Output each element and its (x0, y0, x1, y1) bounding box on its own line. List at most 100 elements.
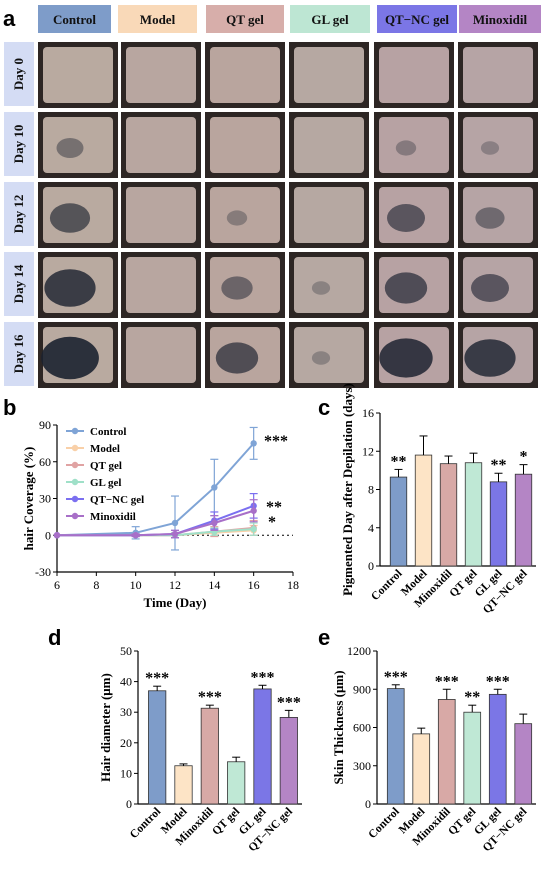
group-header-box (38, 5, 111, 33)
significance-mark: *** (264, 433, 288, 450)
y-tick-label: 10 (120, 766, 132, 780)
x-tick-label: Control (369, 568, 404, 603)
hair-regrowth-patch (379, 338, 433, 378)
day-label-box (4, 252, 34, 316)
group-header-label: Minoxidil (473, 12, 528, 27)
bar (389, 476, 408, 567)
group-header-label: Model (140, 12, 176, 27)
x-tick-label: QT gel (448, 568, 480, 600)
skin-area (126, 47, 196, 103)
skin-area (43, 47, 113, 103)
significance-mark: *** (251, 669, 275, 686)
hair-regrowth-patch (44, 269, 96, 307)
series-line (56, 442, 255, 537)
bar (488, 693, 507, 805)
skin-area (126, 117, 196, 173)
legend-marker (71, 427, 79, 435)
skin-area (126, 327, 196, 383)
day-label-box (4, 112, 34, 176)
significance-mark: ** (491, 457, 507, 474)
group-header-label: Control (53, 12, 96, 27)
significance-mark: ** (266, 499, 282, 516)
panel-label-d: d (48, 625, 61, 650)
bar (174, 765, 193, 805)
y-tick-label: 8 (368, 483, 374, 497)
hair-regrowth-patch (475, 207, 505, 229)
x-tick-label: 10 (130, 578, 142, 592)
legend-marker (71, 444, 79, 452)
y-tick-label: 12 (362, 444, 374, 458)
data-point (171, 519, 179, 527)
y-tick-label: 600 (353, 721, 371, 735)
bar (253, 688, 272, 805)
skin-area (294, 327, 364, 383)
skin-area (463, 187, 533, 243)
y-tick-label: 900 (353, 682, 371, 696)
significance-mark: * (268, 514, 276, 531)
bar (386, 688, 405, 805)
bar (412, 733, 431, 805)
data-point (250, 525, 257, 533)
legend-label: Model (90, 443, 120, 455)
legend-label: GL gel (90, 477, 121, 489)
y-axis-title: Hair diameter (μm) (98, 673, 113, 782)
hair-regrowth-patch (311, 281, 331, 295)
day-label: Day 10 (11, 125, 26, 164)
bar (514, 473, 533, 567)
skin-area (210, 187, 280, 243)
y-tick-label: -30 (35, 565, 51, 579)
x-tick-label: QT gel (446, 806, 478, 838)
y-tick-label: 0 (45, 528, 51, 542)
bar (489, 481, 508, 567)
x-tick-label: 8 (93, 578, 99, 592)
group-header-box (206, 5, 284, 33)
significance-mark: *** (435, 673, 459, 690)
day-label-box (4, 182, 34, 246)
group-header-label: QT−NC gel (385, 12, 449, 27)
panel-b: b -30 0 30 60 90 6 8 10 12 14 16 18 Time (Day) hair C… (3, 395, 299, 610)
y-axis-title: Pigmented Day after Depilation (days) (340, 383, 355, 596)
x-tick-label: 12 (169, 578, 181, 592)
skin-area (294, 257, 364, 313)
skin-area (294, 187, 364, 243)
skin-area (210, 47, 280, 103)
skin-area (294, 117, 364, 173)
skin-area (379, 117, 449, 173)
y-axis-title: hair Coverage (%) (21, 447, 36, 551)
y-tick-label: 4 (368, 521, 374, 535)
bar-chart-hair-diameter: 01020304050***ControlModel***MinoxidilQT… (98, 644, 302, 854)
photo-grid (38, 42, 538, 388)
panel-label-a: a (3, 6, 16, 31)
x-tick-label: Control (366, 806, 401, 841)
day-labels: Day 0 Day 10 Day 12 Day 14 Day 16 (4, 42, 34, 386)
y-tick-label: 30 (120, 705, 132, 719)
bar (227, 761, 246, 805)
panel-label-b: b (3, 395, 16, 420)
significance-mark: *** (384, 669, 408, 686)
hair-regrowth-patch (480, 141, 500, 155)
legend-marker (71, 461, 79, 469)
group-header-label: QT gel (226, 12, 264, 27)
significance-mark: * (520, 449, 528, 466)
significance-mark: *** (277, 694, 301, 711)
hair-regrowth-patch (226, 210, 248, 226)
y-tick-label: 60 (39, 455, 51, 469)
bar (514, 723, 533, 805)
data-point (250, 440, 257, 447)
day-label-box (4, 42, 34, 106)
hair-regrowth-patch (311, 351, 331, 365)
group-header-label: GL gel (311, 12, 349, 27)
group-headers: Control Model QT gel GL gel QT−NC gel Minoxid… (38, 5, 541, 33)
skin-area (210, 257, 280, 313)
skin-area (463, 47, 533, 103)
data-point (211, 519, 218, 527)
legend-label: Control (90, 426, 126, 438)
group-header-box (459, 5, 541, 33)
day-label-box (4, 322, 34, 386)
bar (437, 699, 456, 805)
bar (148, 690, 167, 805)
bar (463, 711, 482, 805)
y-tick-label: 20 (120, 736, 132, 750)
panel-label-c: c (318, 395, 330, 420)
